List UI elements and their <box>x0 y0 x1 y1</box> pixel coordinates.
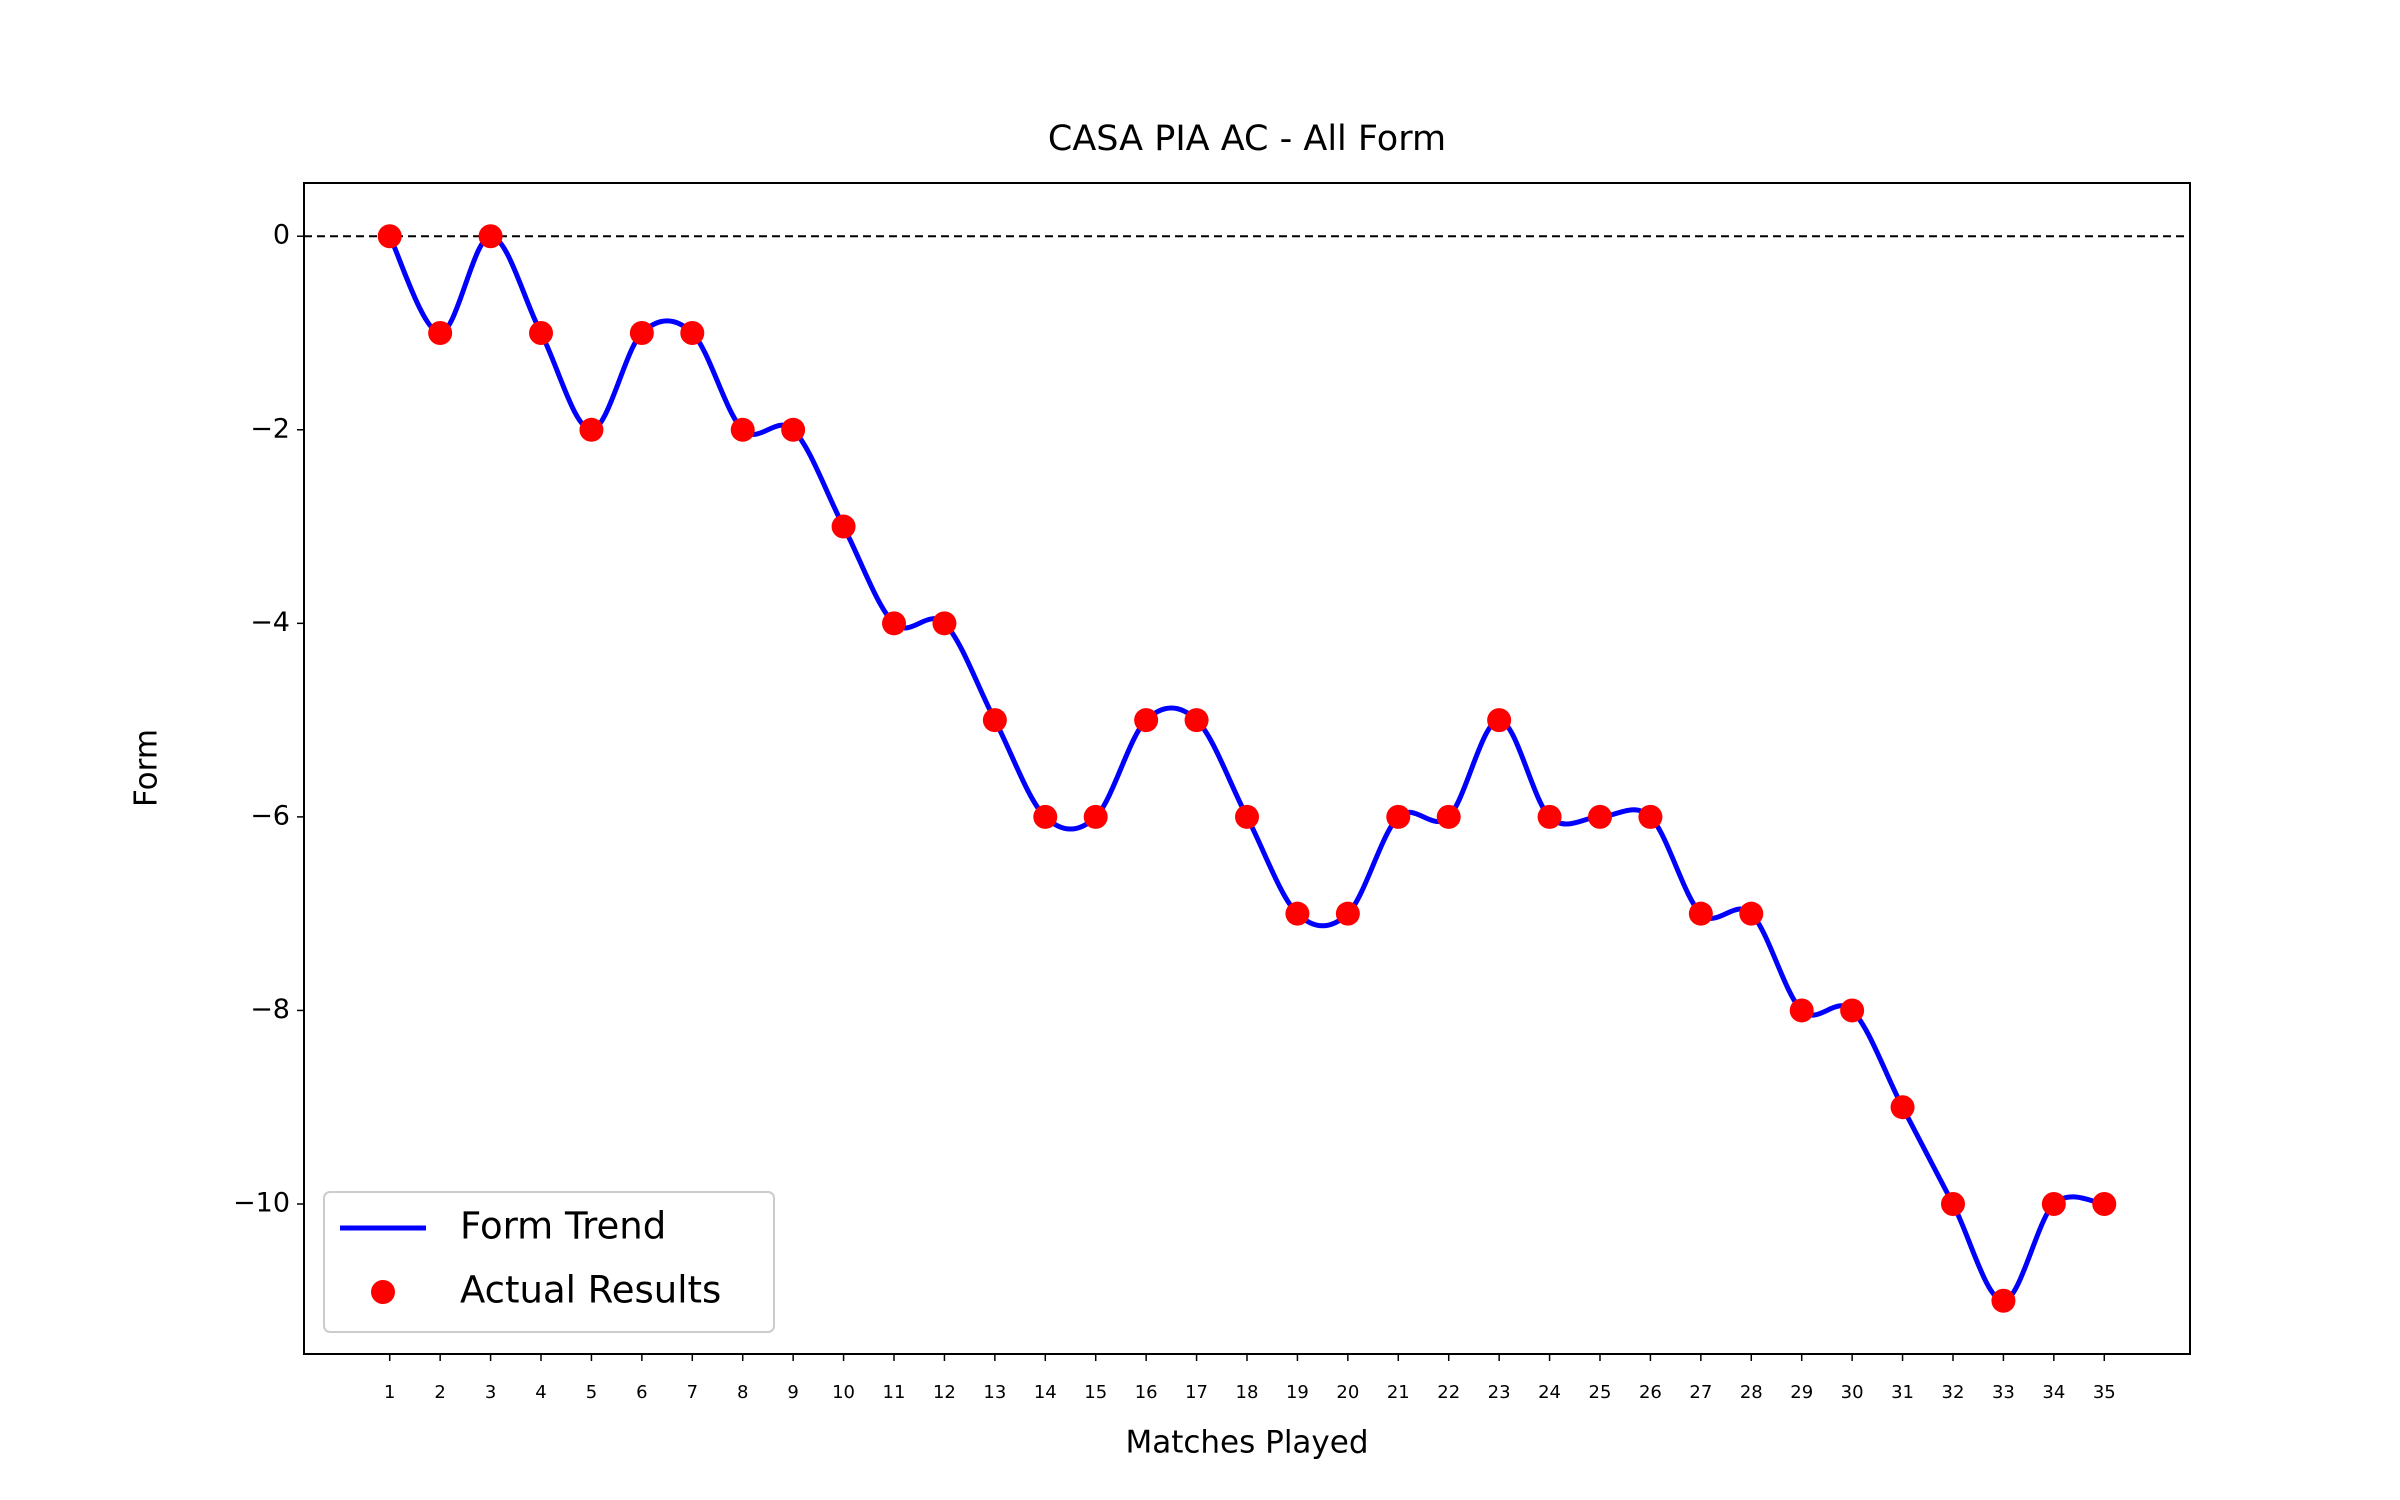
x-tick-label: 9 <box>787 1382 798 1403</box>
legend-label: Actual Results <box>460 1269 721 1312</box>
result-point <box>982 708 1007 733</box>
y-tick-label: −2 <box>250 413 290 444</box>
x-tick-label: 19 <box>1286 1382 1309 1403</box>
plot-frame <box>303 182 2191 1355</box>
x-tick-label: 13 <box>983 1382 1006 1403</box>
x-axis-label: Matches Played <box>1125 1425 1368 1461</box>
x-tick-label: 3 <box>485 1382 496 1403</box>
result-point <box>428 321 453 346</box>
result-point <box>1940 1191 1965 1216</box>
y-tick-label: 0 <box>273 220 290 251</box>
x-tick-label: 5 <box>586 1382 597 1403</box>
result-point <box>1890 1095 1915 1120</box>
x-tick-label: 7 <box>687 1382 698 1403</box>
result-point <box>1840 998 1865 1023</box>
result-point <box>781 417 806 442</box>
result-point <box>1587 804 1612 829</box>
x-tick-label: 27 <box>1689 1382 1712 1403</box>
x-tick-label: 24 <box>1538 1382 1561 1403</box>
x-tick-label: 29 <box>1790 1382 1813 1403</box>
y-tick-label: −4 <box>250 607 290 638</box>
x-tick-label: 30 <box>1841 1382 1864 1403</box>
x-tick-label: 23 <box>1488 1382 1511 1403</box>
result-point <box>2041 1191 2066 1216</box>
result-point <box>1134 708 1159 733</box>
result-point <box>629 321 654 346</box>
x-tick-label: 18 <box>1236 1382 1259 1403</box>
result-point <box>1386 804 1411 829</box>
result-point <box>932 611 957 636</box>
x-tick-label: 25 <box>1589 1382 1612 1403</box>
x-tick-label: 4 <box>535 1382 546 1403</box>
legend-marker <box>371 1280 395 1304</box>
x-tick-label: 28 <box>1740 1382 1763 1403</box>
x-tick-label: 35 <box>2093 1382 2116 1403</box>
result-point <box>1537 804 1562 829</box>
result-point <box>1033 804 1058 829</box>
x-tick-label: 14 <box>1034 1382 1057 1403</box>
result-point <box>579 417 604 442</box>
x-tick-label: 6 <box>636 1382 647 1403</box>
result-point <box>1487 708 1512 733</box>
result-point <box>1638 804 1663 829</box>
result-point <box>478 224 503 249</box>
x-tick-label: 8 <box>737 1382 748 1403</box>
x-tick-label: 22 <box>1437 1382 1460 1403</box>
y-tick-label: −6 <box>250 800 290 831</box>
legend-box <box>323 1191 775 1333</box>
y-tick-label: −10 <box>233 1187 290 1218</box>
result-point <box>1436 804 1461 829</box>
chart-title: CASA PIA AC - All Form <box>1048 119 1446 159</box>
y-axis-label: Form <box>129 729 165 807</box>
x-tick-label: 33 <box>1992 1382 2015 1403</box>
x-tick-label: 32 <box>1942 1382 1965 1403</box>
x-tick-label: 21 <box>1387 1382 1410 1403</box>
x-tick-label: 12 <box>933 1382 956 1403</box>
result-point <box>1285 901 1310 926</box>
result-point <box>1688 901 1713 926</box>
result-point <box>1235 804 1259 829</box>
x-tick-label: 34 <box>2042 1382 2065 1403</box>
x-tick-label: 1 <box>384 1382 395 1403</box>
x-tick-label: 17 <box>1185 1382 1208 1403</box>
result-point <box>2092 1191 2117 1216</box>
x-tick-label: 31 <box>1891 1382 1914 1403</box>
x-tick-label: 10 <box>832 1382 855 1403</box>
result-point <box>1083 804 1108 829</box>
result-point <box>1335 901 1360 926</box>
result-point <box>680 321 705 346</box>
result-point <box>730 417 755 442</box>
x-tick-label: 26 <box>1639 1382 1662 1403</box>
result-point <box>831 514 856 539</box>
result-point <box>882 611 907 636</box>
result-point <box>529 321 554 346</box>
x-tick-label: 15 <box>1084 1382 1107 1403</box>
result-point <box>377 224 402 249</box>
x-tick-label: 11 <box>883 1382 906 1403</box>
legend-label: Form Trend <box>460 1205 666 1248</box>
result-point <box>1184 708 1209 733</box>
x-tick-label: 16 <box>1135 1382 1158 1403</box>
x-tick-label: 20 <box>1336 1382 1359 1403</box>
result-point <box>1789 998 1814 1023</box>
x-tick-label: 2 <box>434 1382 445 1403</box>
result-point <box>1991 1288 2016 1313</box>
y-tick-label: −8 <box>250 994 290 1025</box>
result-point <box>1739 901 1764 926</box>
